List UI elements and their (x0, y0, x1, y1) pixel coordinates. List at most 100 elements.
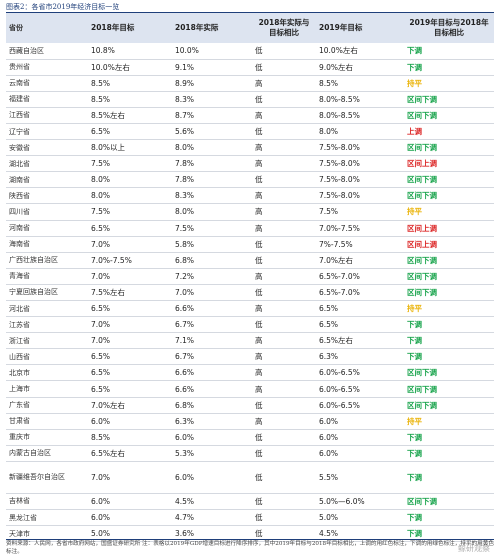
table-row: 北京市 6.5% 6.6% 高 6.0%-6.5% 区间下调 (6, 364, 494, 382)
table-row: 湖北省 7.5% 7.8% 高 7.5%-8.0% 区间上调 (6, 155, 494, 173)
cell-target-2019: 6.5%-7.0% (316, 268, 404, 285)
cell-actual-2018: 8.3% (172, 91, 252, 108)
cell-actual-2018: 3.6% (172, 525, 252, 543)
cell-target-2019: 6.0% (316, 413, 404, 430)
cell-target-2019: 6.0% (316, 445, 404, 462)
table-row: 宁夏回族自治区 7.5%左右 7.0% 低 6.5%-7.0% 区间下调 (6, 284, 494, 302)
header-actual-vs-target: 2018年实际与目标相比 (258, 18, 310, 37)
table-row: 辽宁省 6.5% 5.6% 低 8.0% 上调 (6, 123, 494, 141)
table-row: 广东省 7.0%左右 6.8% 低 6.0%-6.5% 区间下调 (6, 397, 494, 414)
cell-signal: 下调 (404, 525, 494, 543)
table-row: 黑龙江省 6.0% 4.7% 低 5.0% 下调 (6, 509, 494, 527)
cell-signal: 下调 (404, 316, 494, 334)
cell-target-2018: 8.5%左右 (88, 107, 172, 124)
table-row: 内蒙古自治区 6.5%左右 5.3% 低 6.0% 下调 (6, 445, 494, 462)
cell-actual-2018: 6.8% (172, 252, 252, 269)
cell-actual-2018: 6.6% (172, 364, 252, 382)
cell-target-2018: 7.5% (88, 155, 172, 173)
cell-signal: 区间上调 (404, 236, 494, 253)
cell-actual-2018: 8.7% (172, 107, 252, 124)
cell-signal: 下调 (404, 445, 494, 462)
cell-comparison: 高 (252, 107, 316, 124)
cell-signal: 区间下调 (404, 493, 494, 511)
cell-signal: 区间下调 (404, 107, 494, 124)
cell-province: 陕西省 (6, 187, 88, 205)
cell-actual-2018: 8.0% (172, 139, 252, 157)
table-row: 河南省 6.5% 7.5% 高 7.0%-7.5% 区间上调 (6, 220, 494, 237)
cell-comparison: 低 (252, 284, 316, 302)
table-row: 重庆市 8.5% 6.0% 低 6.0% 下调 (6, 429, 494, 446)
caption-divider (6, 12, 494, 13)
cell-target-2018: 7.5%左右 (88, 284, 172, 302)
table-header-row: 省份 2018年目标 2018年实际 2018年实际与目标相比 2019年目标 … (6, 13, 494, 43)
economic-targets-table: 省份 2018年目标 2018年实际 2018年实际与目标相比 2019年目标 … (6, 13, 494, 543)
cell-comparison: 低 (252, 461, 316, 494)
cell-comparison: 低 (252, 397, 316, 414)
cell-province: 广东省 (6, 397, 88, 414)
cell-target-2019: 4.5% (316, 525, 404, 543)
watermark: 鲸研观察 (458, 544, 490, 553)
cell-actual-2018: 4.5% (172, 493, 252, 511)
cell-comparison: 高 (252, 413, 316, 430)
cell-signal: 区间下调 (404, 187, 494, 205)
table-row: 浙江省 7.0% 7.1% 高 6.5%左右 下调 (6, 332, 494, 350)
cell-comparison: 低 (252, 91, 316, 108)
cell-target-2019: 6.0% (316, 429, 404, 446)
cell-signal: 区间下调 (404, 284, 494, 302)
cell-actual-2018: 6.6% (172, 380, 252, 398)
cell-province: 江西省 (6, 107, 88, 124)
cell-actual-2018: 5.8% (172, 236, 252, 253)
cell-actual-2018: 7.8% (172, 171, 252, 189)
header-province: 省份 (9, 24, 23, 32)
cell-target-2018: 7.0% (88, 332, 172, 350)
cell-province: 辽宁省 (6, 123, 88, 141)
cell-province: 江苏省 (6, 316, 88, 334)
cell-signal: 下调 (404, 509, 494, 527)
cell-province: 四川省 (6, 203, 88, 221)
cell-comparison: 低 (252, 171, 316, 189)
cell-actual-2018: 7.2% (172, 268, 252, 285)
cell-province: 贵州省 (6, 59, 88, 76)
table-row: 贵州省 10.0%左右 9.1% 低 9.0%左右 下调 (6, 59, 494, 76)
cell-comparison: 高 (252, 380, 316, 398)
table-row: 安徽省 8.0%以上 8.0% 高 7.5%-8.0% 区间下调 (6, 139, 494, 157)
cell-actual-2018: 6.7% (172, 348, 252, 366)
table-row: 广西壮族自治区 7.0%-7.5% 6.8% 低 7.0%左右 区间下调 (6, 252, 494, 269)
cell-comparison: 低 (252, 252, 316, 269)
cell-province: 安徽省 (6, 139, 88, 157)
cell-target-2019: 5.0%—6.0% (316, 493, 404, 511)
table-row: 西藏自治区 10.8% 10.0% 低 10.0%左右 下调 (6, 43, 494, 60)
cell-province: 西藏自治区 (6, 43, 88, 60)
cell-target-2018: 6.5% (88, 220, 172, 237)
header-target-2019: 2019年目标 (319, 23, 363, 32)
table-row: 福建省 8.5% 8.3% 低 8.0%-8.5% 区间下调 (6, 91, 494, 108)
cell-comparison: 高 (252, 75, 316, 92)
cell-signal: 持平 (404, 75, 494, 92)
cell-province: 内蒙古自治区 (6, 445, 88, 462)
cell-actual-2018: 6.8% (172, 397, 252, 414)
cell-actual-2018: 5.3% (172, 445, 252, 462)
cell-comparison: 高 (252, 364, 316, 382)
source-note: 资料来源：人民网，各省市政府网站，国盛证券研究所 注：表格以2019年GDP增速… (6, 541, 494, 555)
table-row: 山西省 6.5% 6.7% 高 6.3% 下调 (6, 348, 494, 366)
cell-comparison: 低 (252, 445, 316, 462)
table-row: 海南省 7.0% 5.8% 低 7%-7.5% 区间上调 (6, 236, 494, 253)
cell-province: 新疆维吾尔自治区 (6, 461, 88, 494)
table-row: 天津市 5.0% 3.6% 低 4.5% 下调 (6, 525, 494, 543)
cell-target-2018: 6.0% (88, 493, 172, 511)
cell-target-2018: 7.5% (88, 203, 172, 221)
cell-target-2018: 6.5% (88, 300, 172, 318)
cell-signal: 下调 (404, 43, 494, 60)
cell-signal: 区间下调 (404, 364, 494, 382)
table-caption: 图表2：各省市2019年经济目标一览 (6, 3, 120, 11)
cell-province: 吉林省 (6, 493, 88, 511)
cell-province: 北京市 (6, 364, 88, 382)
cell-province: 宁夏回族自治区 (6, 284, 88, 302)
cell-target-2019: 6.5% (316, 316, 404, 334)
cell-actual-2018: 10.0% (172, 43, 252, 60)
note-divider (6, 539, 494, 540)
cell-target-2018: 8.5% (88, 75, 172, 92)
cell-actual-2018: 7.1% (172, 332, 252, 350)
cell-signal: 区间上调 (404, 155, 494, 173)
cell-target-2018: 8.0% (88, 187, 172, 205)
